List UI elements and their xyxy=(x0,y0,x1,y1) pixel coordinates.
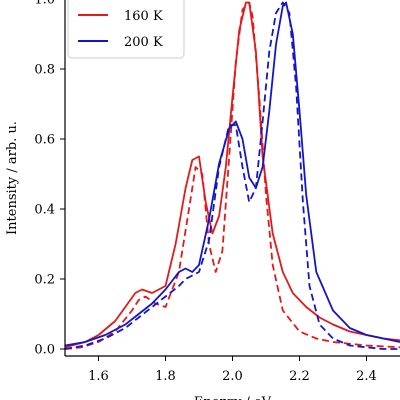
y-tick-label: 0.0 xyxy=(34,343,55,358)
x-tick-label: 2.0 xyxy=(222,369,243,384)
x-tick-label: 1.6 xyxy=(88,369,109,384)
y-tick-label: 0.6 xyxy=(34,133,55,148)
legend: 160 K 200 K xyxy=(67,0,185,59)
legend-label-160k: 160 K xyxy=(124,9,163,24)
series-line-200k-dashed xyxy=(64,1,400,350)
series-line-200k-solid xyxy=(64,1,400,347)
x-tick-label: 2.4 xyxy=(356,369,377,384)
x-axis-label: Energy / eV xyxy=(194,395,272,400)
y-axis-label: Intensity / arb. u. xyxy=(5,121,20,235)
y-tick-label: 0.8 xyxy=(34,63,55,78)
legend-label-200k: 200 K xyxy=(124,35,163,50)
axes-layer: 1.6 1.8 2.0 2.2 2.4 0.0 0.2 0.4 0.6 0.8 1.0 Energy … xyxy=(5,0,400,400)
y-tick-label: 1.0 xyxy=(34,0,55,8)
y-tick-label: 0.4 xyxy=(34,203,55,218)
series-line-160k-solid xyxy=(64,1,400,349)
x-tick-label: 2.2 xyxy=(289,369,310,384)
series-line-160k-dashed xyxy=(64,1,400,350)
y-tick-label: 0.2 xyxy=(34,273,55,288)
series-layer xyxy=(64,1,400,350)
x-tick-label: 1.8 xyxy=(155,369,176,384)
